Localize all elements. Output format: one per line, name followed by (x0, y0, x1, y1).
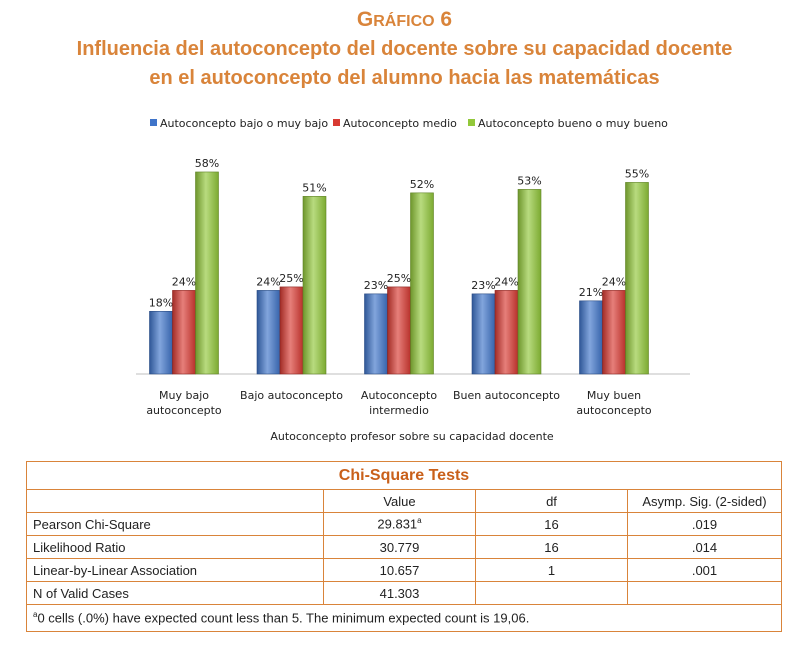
table-row: Pearson Chi-Square 29.831a 16 .019 (26, 512, 782, 536)
data-label: 51% (302, 181, 326, 194)
row-sig: .001 (627, 558, 782, 582)
data-label: 53% (517, 174, 541, 187)
row-df (475, 581, 628, 605)
row-value: 29.831a (323, 512, 476, 536)
header-sig: Asymp. Sig. (2-sided) (627, 489, 782, 513)
bar (279, 286, 304, 375)
bar (625, 182, 649, 375)
bar (364, 293, 388, 375)
figure-number: GRÁFICO 6 (356, 8, 453, 31)
bar (517, 189, 542, 375)
category-label: Buen autoconcepto (453, 389, 560, 402)
table-header-row: Value df Asymp. Sig. (2-sided) (26, 489, 782, 513)
table-caption: Chi-Square Tests (26, 461, 782, 490)
data-label: 25% (279, 272, 303, 285)
data-label: 18% (149, 296, 173, 309)
category-label: autoconcepto (146, 404, 222, 417)
row-df: 16 (475, 512, 628, 536)
data-label: 24% (602, 275, 626, 288)
legend-label: Autoconcepto medio (343, 117, 457, 130)
legend-swatch (333, 119, 340, 126)
bar (579, 300, 603, 375)
chart-title-line-1: Influencia del autoconcepto del docente … (76, 38, 733, 60)
bar (602, 290, 626, 375)
legend-swatch (468, 119, 475, 126)
data-label: 52% (410, 178, 434, 191)
row-sig (627, 581, 782, 605)
category-label: Autoconcepto (361, 389, 437, 402)
data-label: 24% (494, 275, 518, 288)
data-label: 25% (387, 272, 411, 285)
data-label: 55% (625, 167, 649, 180)
row-value: 41.303 (323, 581, 476, 605)
legend-label: Autoconcepto bajo o muy bajo (160, 117, 328, 130)
row-df: 1 (475, 558, 628, 582)
row-value: 30.779 (323, 535, 476, 559)
row-df: 16 (475, 535, 628, 559)
data-label: 21% (579, 286, 603, 299)
header-df: df (475, 489, 628, 513)
table-row: N of Valid Cases 41.303 (26, 581, 782, 605)
table-row: Linear-by-Linear Association 10.657 1 .0… (26, 558, 782, 582)
bar (195, 171, 219, 375)
row-label: N of Valid Cases (26, 581, 324, 605)
bar (471, 293, 496, 375)
table-footnote: a0 cells (.0%) have expected count less … (26, 604, 782, 632)
category-label: autoconcepto (576, 404, 652, 417)
row-label: Likelihood Ratio (26, 535, 324, 559)
data-label: 24% (172, 275, 196, 288)
bar (387, 286, 411, 375)
table-row: Likelihood Ratio 30.779 16 .014 (26, 535, 782, 559)
data-label: 58% (195, 157, 219, 170)
data-label: 24% (256, 275, 280, 288)
bar (149, 311, 173, 375)
category-label: Muy buen (587, 389, 641, 402)
bar (410, 192, 434, 375)
legend-swatch (150, 119, 157, 126)
category-label: intermedio (369, 404, 429, 417)
chi-square-table: Chi-Square Tests Value df Asymp. Sig. (2… (26, 461, 782, 632)
row-value: 10.657 (323, 558, 476, 582)
bar (256, 290, 281, 375)
bar-chart: Autoconcepto bajo o muy bajo Autoconcepto… (136, 117, 690, 443)
category-label: Bajo autoconcepto (240, 389, 343, 402)
data-label: 23% (471, 279, 495, 292)
row-sig: .014 (627, 535, 782, 559)
legend-label: Autoconcepto bueno o muy bueno (478, 117, 668, 130)
header-empty (26, 489, 324, 513)
data-label: 23% (364, 279, 388, 292)
row-sig: .019 (627, 512, 782, 536)
bar (172, 290, 196, 375)
bar (302, 196, 327, 375)
category-label: Muy bajo (159, 389, 209, 402)
x-axis-title: Autoconcepto profesor sobre su capacidad… (270, 430, 554, 443)
row-label: Pearson Chi-Square (26, 512, 324, 536)
bar (494, 290, 519, 375)
row-label: Linear-by-Linear Association (26, 558, 324, 582)
chart-title-line-2: en el autoconcepto del alumno hacia las … (149, 67, 660, 89)
header-value: Value (323, 489, 476, 513)
